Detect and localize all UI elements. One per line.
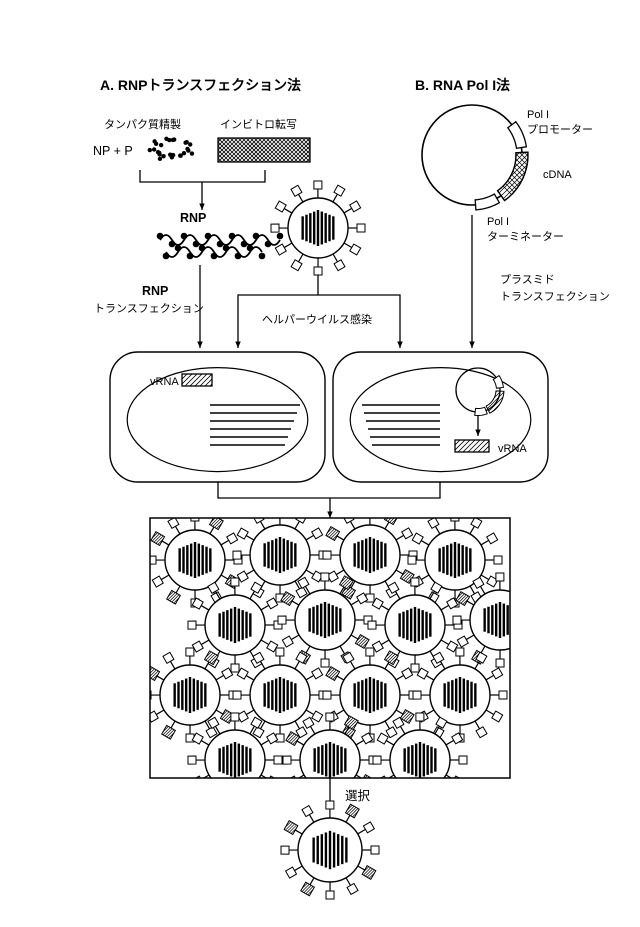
label: インビトロ転写 — [220, 118, 297, 131]
label: プロモーター — [527, 123, 593, 136]
label: vRNA — [498, 443, 527, 455]
label: Pol I — [527, 109, 549, 121]
label: RNP — [180, 211, 206, 225]
label: Pol I — [487, 216, 509, 228]
label: cDNA — [543, 169, 572, 181]
cell — [333, 352, 548, 482]
title-a: A. RNPトランスフェクション法 — [100, 77, 301, 93]
label: ターミネーター — [487, 230, 564, 243]
label: タンパク質精製 — [104, 117, 181, 131]
label: ヘルパーウイルス感染 — [262, 312, 372, 326]
label: NP + P — [93, 144, 133, 158]
rnp-complex — [157, 233, 284, 260]
protein-dots — [148, 137, 195, 161]
label: トランスフェクション — [94, 302, 204, 315]
cell — [110, 352, 325, 482]
virus — [271, 801, 386, 899]
title-b: B. RNA Pol I法 — [415, 77, 510, 93]
label: プラスミド — [500, 273, 555, 286]
label: vRNA — [150, 376, 179, 388]
label: トランスフェクション — [500, 290, 610, 303]
plasmid — [392, 75, 640, 235]
virus — [271, 181, 365, 275]
label: RNP — [142, 284, 168, 298]
virus-pool — [133, 508, 555, 807]
label: 選択 — [345, 789, 371, 803]
